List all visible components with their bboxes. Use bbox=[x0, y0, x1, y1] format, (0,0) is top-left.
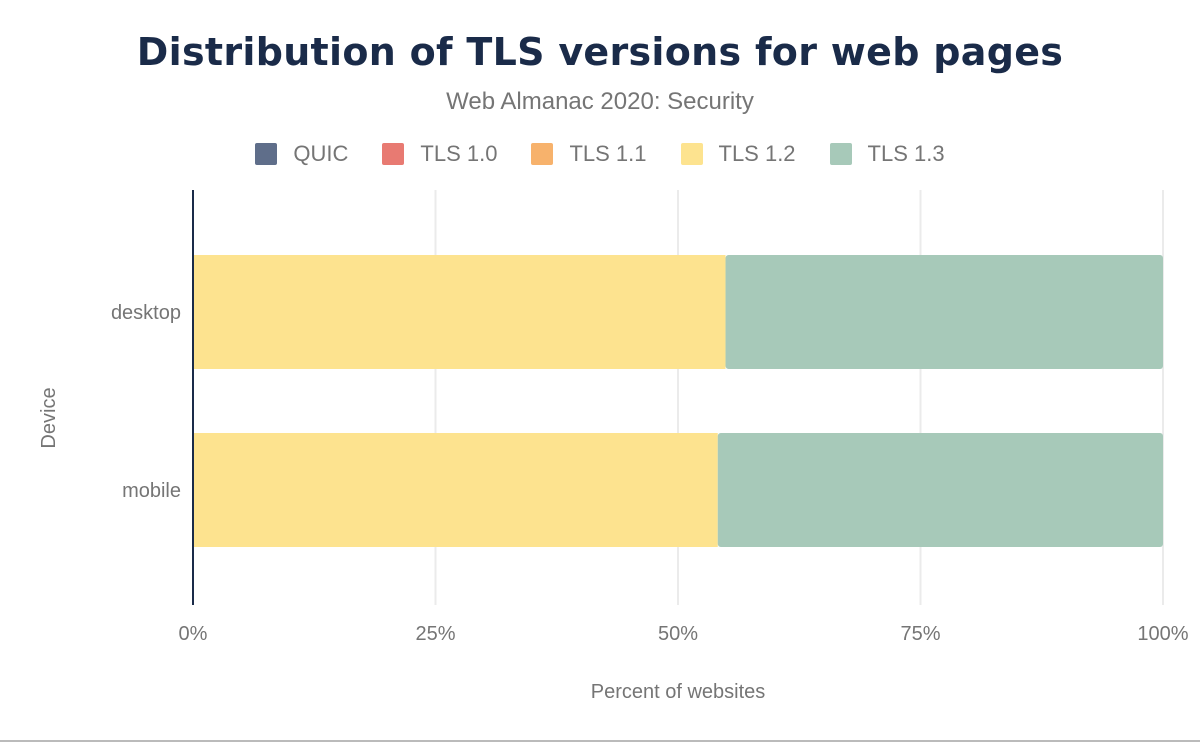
x-tick-label: 100% bbox=[1137, 623, 1188, 645]
legend-item[interactable]: TLS 1.1 bbox=[531, 141, 647, 167]
x-tick-label: 75% bbox=[900, 623, 940, 645]
legend-item[interactable]: QUIC bbox=[255, 141, 348, 167]
bar-segment bbox=[193, 255, 726, 369]
legend-item[interactable]: TLS 1.0 bbox=[382, 141, 497, 167]
legend-label: TLS 1.0 bbox=[420, 141, 498, 166]
bar-segment bbox=[193, 433, 718, 547]
legend-label: TLS 1.1 bbox=[569, 141, 647, 166]
legend-item[interactable]: TLS 1.3 bbox=[829, 141, 945, 167]
chart-title: Distribution of TLS versions for web pag… bbox=[136, 30, 1064, 74]
legend-swatch bbox=[255, 143, 278, 165]
x-tick-label: 0% bbox=[179, 623, 208, 645]
legend-swatch bbox=[531, 143, 554, 165]
legend-label: TLS 1.3 bbox=[867, 141, 945, 166]
y-category-label: desktop bbox=[111, 302, 181, 324]
legend-swatch bbox=[382, 143, 405, 165]
legend-item[interactable]: TLS 1.2 bbox=[680, 141, 796, 167]
legend-swatch bbox=[829, 143, 852, 165]
x-tick-label: 25% bbox=[415, 623, 455, 645]
legend: QUIC TLS 1.0 TLS 1.1 TLS 1.2 TLS 1.3 bbox=[0, 141, 1200, 167]
bar-segment bbox=[717, 433, 1163, 547]
legend-label: QUIC bbox=[293, 141, 349, 166]
bar-segment bbox=[725, 255, 1163, 369]
x-tick-label: 50% bbox=[658, 623, 698, 645]
x-axis-title: Percent of websites bbox=[591, 681, 766, 703]
y-axis-title: Device bbox=[38, 387, 60, 448]
bottom-divider bbox=[0, 740, 1200, 742]
y-category-label: mobile bbox=[122, 480, 181, 502]
chart-subtitle: Web Almanac 2020: Security bbox=[446, 88, 754, 115]
legend-swatch bbox=[680, 143, 703, 165]
legend-label: TLS 1.2 bbox=[718, 141, 796, 166]
